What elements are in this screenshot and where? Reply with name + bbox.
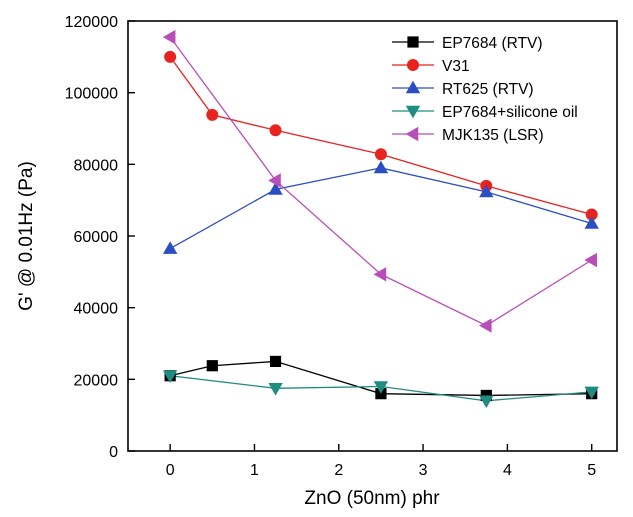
- x-axis-title: ZnO (50nm) phr: [304, 488, 440, 509]
- legend-marker-rt625-rtv: [405, 80, 421, 94]
- legend-label-rt625-rtv: RT625 (RTV): [442, 81, 534, 98]
- y-axis-title: G' @ 0.01Hz (Pa): [16, 161, 37, 311]
- series-markers: [162, 29, 599, 409]
- data-point-mjk135-lsr: [584, 252, 597, 268]
- x-tick-label: 4: [503, 462, 512, 479]
- y-tick-label: 120000: [65, 14, 118, 31]
- data-point-ep7684-silicone-oil: [162, 370, 178, 384]
- data-point-ep7684-rtv: [269, 355, 282, 368]
- legend-label-v31: V31: [442, 58, 470, 75]
- data-point-ep7684-silicone-oil: [584, 386, 599, 400]
- data-point-v31: [164, 50, 177, 63]
- data-point-rt625-rtv: [584, 216, 599, 229]
- legend-marker-ep7684-rtv: [407, 36, 419, 48]
- legend-label-mjk135-lsr: MJK135 (LSR): [442, 127, 544, 144]
- data-point-ep7684-silicone-oil: [373, 381, 389, 394]
- legend-marker-v31: [406, 59, 419, 72]
- x-tick-label: 5: [587, 462, 596, 479]
- data-point-rt625-rtv: [479, 184, 494, 198]
- legend-marker-mjk135-lsr: [405, 126, 419, 142]
- y-tick-label: 60000: [74, 229, 119, 246]
- axis-ticks: 0 1 2 3 4 5 0 20000 40000 60000 80000 100000 120000: [65, 14, 597, 479]
- data-point-mjk135-lsr: [373, 267, 387, 282]
- series-line-v31: [169, 56, 592, 216]
- data-point-ep7684-silicone-oil: [479, 395, 494, 409]
- x-tick-label: 2: [334, 462, 343, 479]
- data-point-mjk135-lsr: [162, 29, 176, 45]
- x-tick-label: 0: [166, 462, 175, 479]
- y-tick-label: 100000: [65, 86, 118, 103]
- y-tick-label: 0: [109, 444, 118, 461]
- y-tick-label: 40000: [74, 301, 119, 318]
- data-point-v31: [206, 108, 219, 121]
- legend-label-ep7684-silicone-oil: EP7684+silicone oil: [442, 104, 578, 121]
- data-point-mjk135-lsr: [479, 318, 492, 333]
- data-point-rt625-rtv: [268, 182, 283, 195]
- x-tick-label: 3: [419, 462, 428, 479]
- y-tick-label: 20000: [74, 372, 119, 389]
- legend-marker-ep7684-silicone-oil: [405, 105, 421, 119]
- legend: EP7684 (RTV) V31 RT625 (RTV) EP7684+silicon…: [392, 35, 578, 144]
- data-point-v31: [374, 148, 387, 161]
- data-point-rt625-rtv: [373, 160, 389, 174]
- legend-label-ep7684-rtv: EP7684 (RTV): [442, 35, 543, 52]
- data-point-ep7684-rtv: [206, 360, 218, 372]
- data-point-mjk135-lsr: [268, 173, 281, 188]
- y-tick-label: 80000: [74, 157, 119, 174]
- x-tick-label: 1: [250, 462, 259, 479]
- data-point-v31: [269, 124, 282, 137]
- series-line-rt625-rtv: [169, 167, 592, 250]
- data-point-ep7684-silicone-oil: [268, 383, 283, 396]
- series-line-ep7684-rtv: [170, 360, 592, 397]
- data-point-rt625-rtv: [162, 241, 178, 254]
